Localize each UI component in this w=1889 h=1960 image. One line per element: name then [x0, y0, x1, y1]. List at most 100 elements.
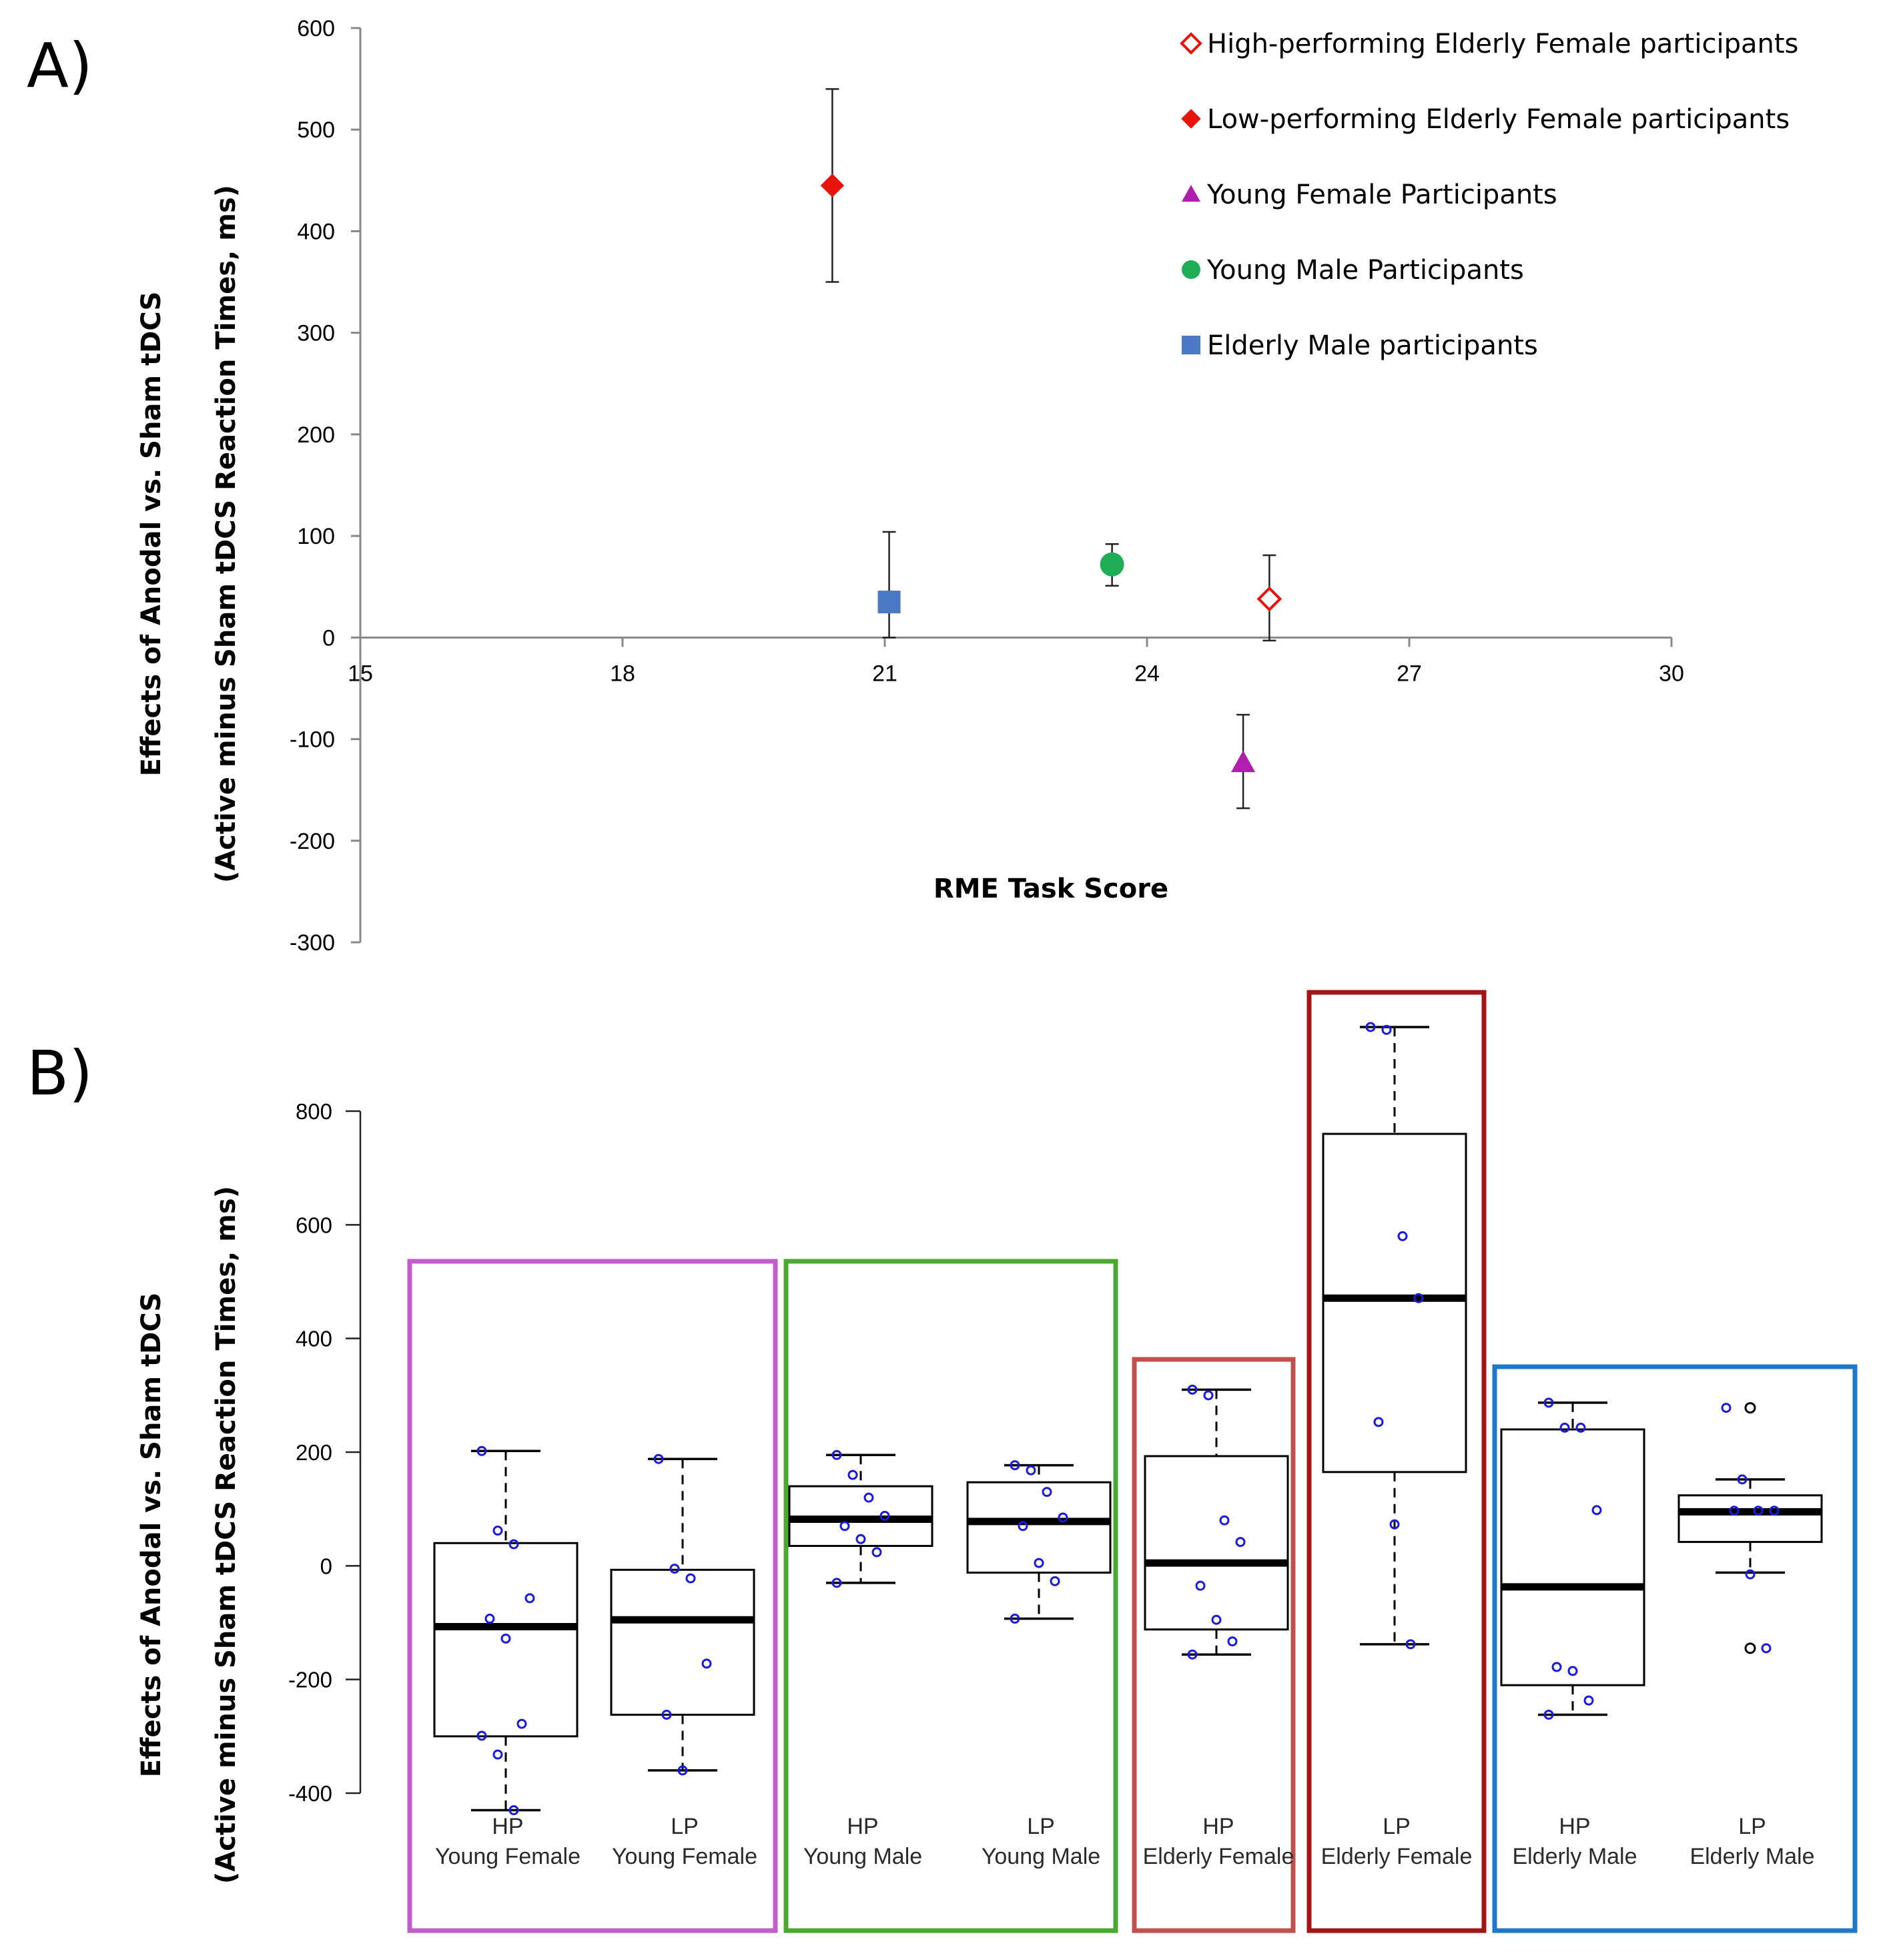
box	[1677, 1494, 1823, 1544]
data-point	[1543, 1709, 1554, 1720]
x-tick-label: 24	[1134, 661, 1160, 686]
y-tick-label: 0	[322, 625, 335, 651]
data-point	[508, 1805, 519, 1816]
data-point	[839, 1521, 850, 1532]
x-tick-label: 30	[1659, 661, 1684, 686]
data-point	[1543, 1397, 1554, 1408]
data-point	[847, 1469, 858, 1480]
y-tick-label: 600	[297, 16, 335, 41]
box	[966, 1481, 1112, 1574]
data-point	[1551, 1662, 1562, 1672]
legend-label: Young Male Participants	[1206, 255, 1524, 286]
group-frame	[1492, 1364, 1858, 1933]
data-point	[516, 1718, 527, 1729]
category-label-line2: Young Female	[435, 1844, 581, 1869]
data-point	[1381, 1024, 1392, 1035]
data-point	[1026, 1465, 1036, 1476]
box	[433, 1542, 579, 1738]
panel-b-ylabel: Effects of Anodal vs. Sham tDCS	[136, 1293, 167, 1778]
data-point	[1034, 1558, 1044, 1568]
y-tick-label: 400	[296, 1327, 332, 1351]
data-point	[1365, 1022, 1376, 1032]
box	[1144, 1455, 1289, 1631]
data-point	[1235, 1537, 1246, 1548]
data-point	[1405, 1639, 1416, 1650]
panel-a-label: A)	[27, 30, 93, 101]
y-tick-label: -200	[290, 829, 335, 854]
data-point	[1231, 750, 1256, 772]
data-point	[492, 1526, 503, 1536]
x-tick-label: 21	[872, 661, 897, 686]
legend-marker	[1180, 32, 1202, 55]
y-tick-label: 600	[296, 1213, 332, 1237]
box	[1322, 1132, 1467, 1474]
category-label-line1: HP	[1559, 1814, 1590, 1839]
panel-a-scatter-chart: 600 500 400 300 200 100 0 -100 -200 -300 15 18 21 24 2…	[290, 16, 1798, 956]
data-point	[879, 1510, 890, 1521]
legend-label: High-performing Elderly Female participa…	[1207, 29, 1798, 59]
data-point	[1575, 1422, 1586, 1433]
y-tick-label: -300	[290, 930, 335, 956]
data-point	[831, 1449, 842, 1460]
data-point	[1042, 1487, 1052, 1498]
y-tick-label: -200	[288, 1668, 332, 1692]
data-point	[1389, 1519, 1400, 1530]
panel-b-box-chart: 800 600 400 200 0 -200 -400 HP Young Female LP You…	[288, 990, 1858, 1933]
y-tick-label: 0	[320, 1554, 332, 1578]
category-label-line2: Elderly Male	[1512, 1844, 1637, 1869]
x-tick-label: 15	[348, 661, 373, 686]
data-point	[669, 1564, 680, 1574]
data-point	[508, 1539, 519, 1550]
category-label-line2: Young Female	[612, 1844, 757, 1869]
data-point	[1737, 1474, 1748, 1485]
data-point	[1018, 1521, 1028, 1532]
group-frame	[783, 1259, 1118, 1933]
data-point	[1745, 1569, 1756, 1580]
outlier-point	[1744, 1402, 1756, 1414]
outlier-point	[1744, 1642, 1756, 1654]
box	[610, 1568, 755, 1716]
panel-b-ylabel-2: (Active minus Sham tDCS Reaction Times, …	[211, 1186, 242, 1884]
y-tick-label: 200	[296, 1440, 332, 1465]
category-label-line1: HP	[492, 1814, 523, 1839]
y-tick-label: 800	[296, 1099, 332, 1124]
category-label-line1: HP	[847, 1814, 878, 1839]
category-label-line2: Elderly Male	[1689, 1844, 1814, 1869]
data-point	[500, 1633, 511, 1644]
group-frame	[407, 1259, 778, 1933]
data-point	[476, 1445, 487, 1456]
group-frame	[1306, 990, 1487, 1933]
data-point	[1753, 1506, 1764, 1516]
data-point	[685, 1573, 696, 1584]
data-point	[1567, 1666, 1578, 1676]
data-point	[476, 1730, 487, 1741]
data-point	[661, 1709, 672, 1720]
data-point	[863, 1492, 874, 1503]
category-label-line2: Young Male	[982, 1844, 1100, 1869]
data-point	[1559, 1422, 1570, 1433]
legend-marker	[1181, 109, 1201, 129]
category-label-line1: LP	[1383, 1814, 1411, 1839]
legend-label: Low-performing Elderly Female participan…	[1207, 104, 1790, 135]
data-point	[484, 1614, 495, 1624]
data-point	[831, 1578, 842, 1588]
panel-a-xlabel: RME Task Score	[933, 874, 1168, 904]
data-point	[653, 1453, 664, 1464]
data-point	[1050, 1576, 1060, 1586]
data-point	[1721, 1403, 1732, 1413]
legend-marker	[1182, 185, 1200, 202]
data-point	[1211, 1614, 1222, 1625]
data-point	[1397, 1231, 1408, 1241]
x-tick-label: 27	[1397, 661, 1422, 686]
data-point	[1591, 1505, 1602, 1516]
legend-label: Elderly Male participants	[1207, 330, 1538, 361]
data-point	[1187, 1649, 1198, 1660]
data-point	[1729, 1506, 1740, 1516]
panel-a-ylabel-2: (Active minus Sham tDCS Reaction Times, …	[211, 185, 242, 883]
box	[1500, 1428, 1645, 1686]
category-label-line1: LP	[1027, 1814, 1055, 1839]
data-point	[524, 1593, 535, 1604]
data-point	[1010, 1614, 1020, 1624]
group-frame	[1132, 1357, 1296, 1933]
